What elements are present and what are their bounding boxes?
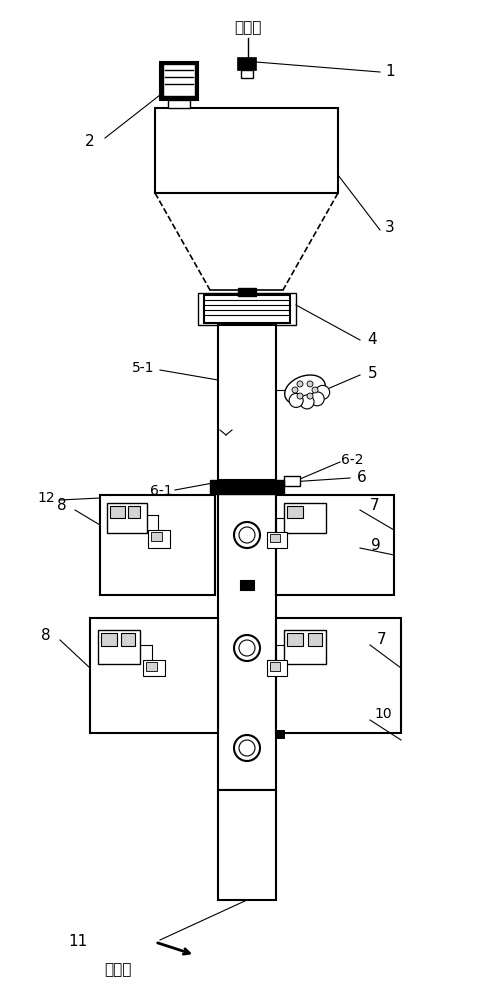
Bar [267,660,287,676]
Bar [240,580,254,590]
Text: 2: 2 [85,133,95,148]
Bar [90,618,218,733]
Bar [160,62,198,100]
Bar [198,293,296,325]
Bar [308,633,322,646]
Bar [284,476,300,486]
Text: 8: 8 [57,498,67,514]
Text: 投料仓: 投料仓 [234,20,262,35]
Bar [276,495,394,595]
Bar [148,530,170,548]
Text: 10: 10 [374,707,392,721]
Text: 6-1: 6-1 [150,484,173,498]
Text: 1: 1 [385,64,395,80]
Circle shape [307,393,313,399]
Bar [238,58,256,70]
Text: 6: 6 [357,471,367,486]
Bar [151,532,162,541]
Circle shape [316,385,330,399]
Bar [110,506,125,518]
Text: 7: 7 [377,633,387,648]
Circle shape [239,527,255,543]
Bar [238,288,256,296]
Bar [101,633,117,646]
Circle shape [310,392,324,406]
Circle shape [234,522,260,548]
Bar [204,295,290,323]
Bar [218,494,276,790]
Circle shape [292,387,298,393]
Bar [270,534,280,542]
Circle shape [234,735,260,761]
Bar [163,64,195,96]
Bar [143,660,165,676]
Bar [98,630,140,664]
Bar [284,503,326,533]
Text: 11: 11 [69,934,88,950]
Bar [284,630,326,664]
Bar [241,70,253,78]
Bar [218,790,276,900]
Text: 6-2: 6-2 [341,453,363,467]
Bar [276,618,401,733]
Circle shape [297,381,303,387]
Bar [146,662,157,671]
Ellipse shape [284,375,325,405]
Bar [128,506,140,518]
Circle shape [300,395,314,409]
Bar [155,108,338,193]
Bar [210,480,284,494]
Circle shape [289,393,303,407]
Text: 5: 5 [368,366,378,381]
Text: 8: 8 [41,629,51,644]
Circle shape [239,740,255,756]
Bar [267,532,287,548]
Bar [121,633,135,646]
Bar [276,730,284,738]
Text: 5-1: 5-1 [132,361,154,375]
Bar [287,506,303,518]
Bar [168,100,190,108]
Bar [287,633,303,646]
Circle shape [239,640,255,656]
Text: 7: 7 [370,497,380,512]
Text: 4: 4 [367,332,377,348]
Text: 12: 12 [37,491,55,505]
Circle shape [234,635,260,661]
Bar [100,495,215,595]
Bar [218,325,276,480]
Text: 合浆釜: 合浆釜 [105,962,132,978]
Text: 9: 9 [371,538,381,552]
Bar [270,662,280,671]
Circle shape [307,381,313,387]
Text: 3: 3 [385,221,395,235]
Circle shape [297,393,303,399]
Circle shape [312,387,318,393]
Bar [107,503,147,533]
